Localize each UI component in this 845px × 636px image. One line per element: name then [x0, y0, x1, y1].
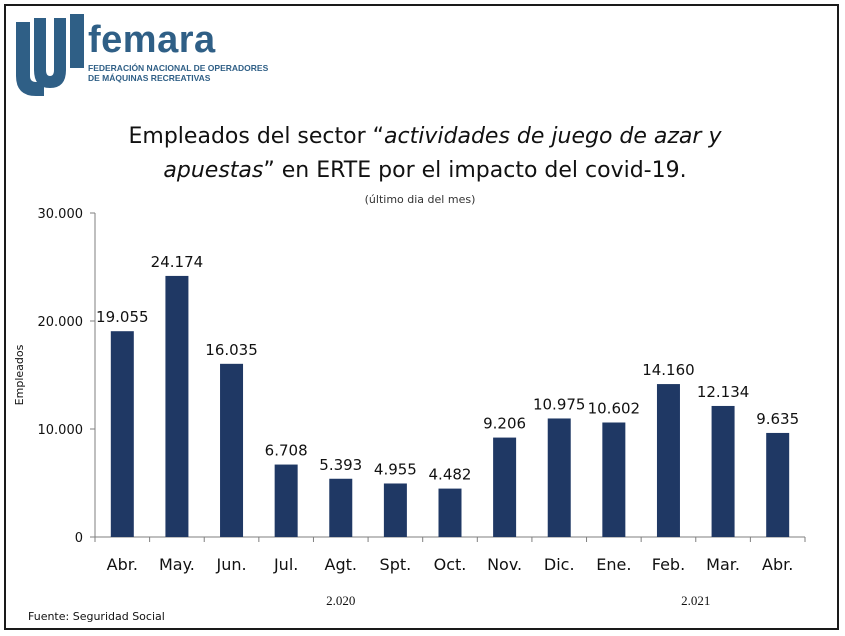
data-label: 4.482: [429, 466, 472, 484]
bar: [602, 422, 626, 537]
data-label: 10.602: [588, 399, 641, 417]
data-label: 9.635: [756, 410, 799, 428]
bar: [766, 432, 790, 537]
y-tick-label: 0: [75, 531, 83, 546]
data-label: 6.708: [265, 442, 308, 460]
year-group-label: 2.021: [681, 593, 710, 608]
bar: [329, 478, 353, 537]
x-tick-label: Spt.: [380, 555, 412, 574]
data-label: 14.160: [642, 361, 695, 379]
data-label: 4.955: [374, 460, 417, 478]
data-label: 5.393: [319, 456, 362, 474]
y-tick-label: 30.000: [38, 207, 84, 222]
bar: [110, 331, 134, 537]
chart-subtitle: (último dia del mes): [364, 193, 476, 206]
bar: [711, 405, 735, 537]
data-label: 12.134: [697, 383, 750, 401]
x-tick-label: Abr.: [762, 555, 793, 574]
year-group-label: 2.020: [326, 593, 355, 608]
bar: [274, 464, 298, 537]
x-tick-label: Abr.: [107, 555, 138, 574]
data-label: 16.035: [205, 341, 258, 359]
x-tick-label: Jun.: [215, 555, 246, 574]
bar: [547, 418, 571, 537]
chart-frame: [4, 4, 839, 630]
y-tick-label: 10.000: [38, 423, 84, 438]
data-label: 19.055: [96, 308, 149, 326]
brand-name: femara: [88, 19, 216, 61]
title-part2: ” en ERTE por el impacto del covid-19.: [263, 158, 687, 183]
bar: [438, 488, 462, 537]
data-label: 24.174: [151, 253, 204, 271]
x-tick-label: Oct.: [434, 555, 467, 574]
title-italic2: apuestas: [163, 158, 264, 183]
y-axis-label: Empleados: [13, 344, 26, 405]
x-tick-label: Nov.: [487, 555, 522, 574]
chart-title: Empleados del sector “actividades de jue…: [40, 120, 810, 188]
bar: [165, 275, 189, 537]
bar: [383, 483, 407, 537]
x-tick-label: Mar.: [706, 555, 740, 574]
source-note: Fuente: Seguridad Social: [28, 610, 165, 623]
x-tick-label: Jul.: [273, 555, 298, 574]
x-tick-label: Feb.: [652, 555, 685, 574]
x-tick-label: Dic.: [544, 555, 575, 574]
brand-subtitle-line2: DE MÁQUINAS RECREATIVAS: [88, 73, 211, 83]
data-label: 10.975: [533, 395, 586, 413]
x-tick-label: Ene.: [596, 555, 631, 574]
bar: [493, 437, 517, 537]
data-label: 9.206: [483, 415, 526, 433]
bar: [656, 384, 680, 537]
x-tick-label: May.: [159, 555, 195, 574]
brand-subtitle-line1: FEDERACIÓN NACIONAL DE OPERADORES: [88, 63, 269, 73]
bar: [220, 363, 244, 537]
title-italic1: actividades de juego de azar y: [384, 124, 722, 149]
femara-logo-icon: [16, 14, 84, 96]
y-tick-label: 20.000: [38, 315, 84, 330]
title-part1: Empleados del sector “: [128, 124, 385, 149]
x-tick-label: Agt.: [325, 555, 357, 574]
